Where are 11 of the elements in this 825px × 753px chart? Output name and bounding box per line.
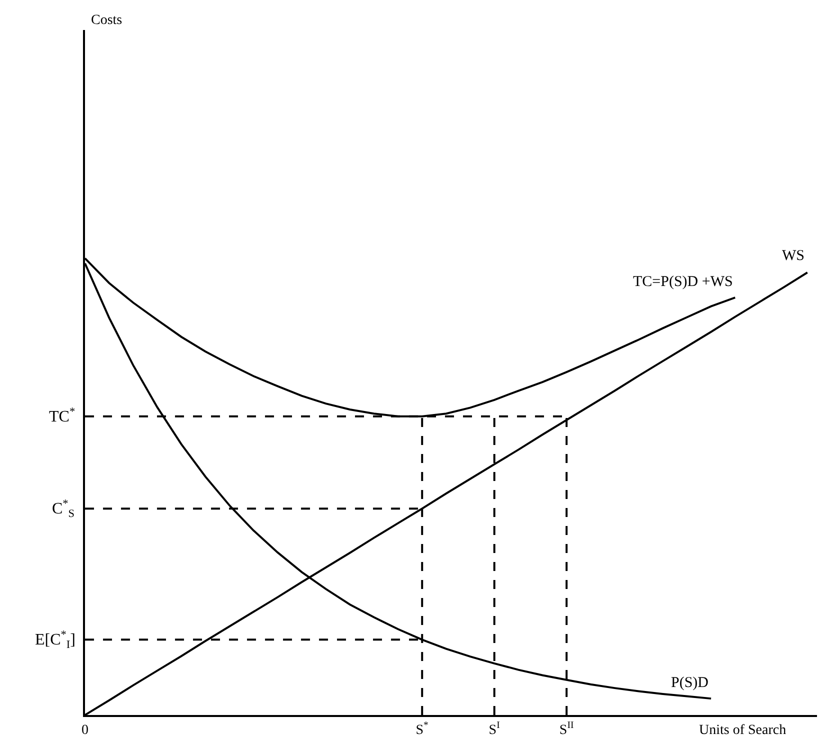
x-tick-label: S$^{I}$ xyxy=(488,720,500,738)
series-label: P(S)D xyxy=(671,675,709,691)
x-tick-label: S$^{*}$ xyxy=(416,720,429,738)
series-label: TC=P(S)D +WS xyxy=(633,274,733,290)
x-axis-title: Units of Search xyxy=(699,723,786,738)
text: Costs xyxy=(91,13,122,28)
x-tick-label: 0 xyxy=(82,722,88,738)
series-label: E[C$^{*}$$_{I}$] xyxy=(35,629,76,652)
series-label: WS xyxy=(782,248,804,264)
x-tick-label: S$^{II}$ xyxy=(559,720,574,738)
series-label: TC$^{*}$ xyxy=(49,406,76,426)
